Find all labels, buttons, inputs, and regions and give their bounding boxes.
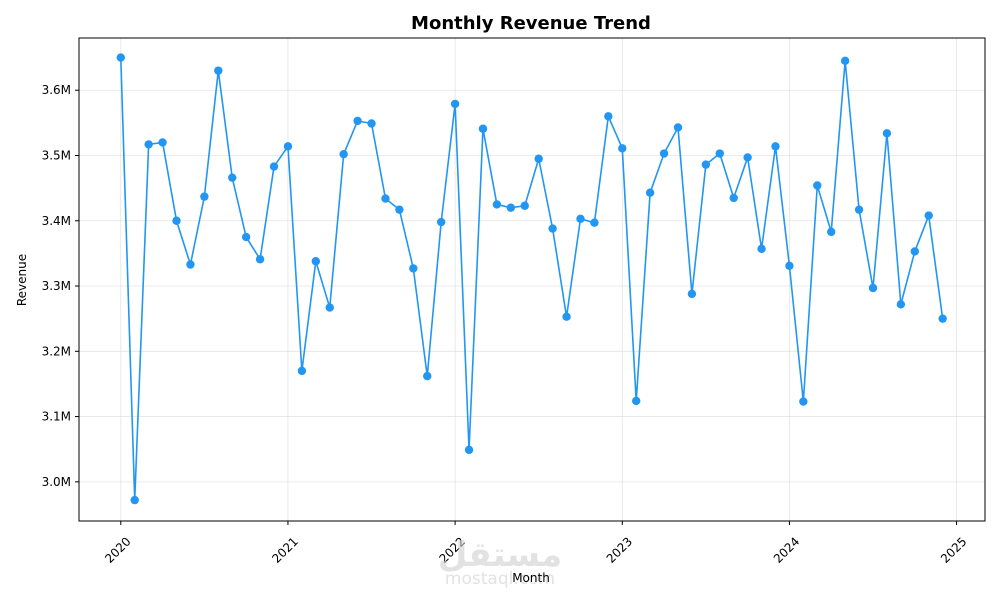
data-point <box>910 247 919 256</box>
data-point <box>297 366 307 376</box>
data-point <box>339 149 348 159</box>
data-point <box>868 283 878 293</box>
data-point <box>576 214 585 223</box>
data-point <box>534 154 543 163</box>
data-point <box>924 211 933 220</box>
y-tick-label: 3.6M <box>42 83 71 97</box>
data-point <box>395 205 404 214</box>
data-point <box>130 495 139 505</box>
watermark-latin: mostaql.com <box>445 569 555 589</box>
data-point <box>367 119 376 128</box>
y-tick-label: 3.3M <box>42 279 71 293</box>
data-point <box>186 260 195 269</box>
y-tick-label: 3.0M <box>42 475 71 489</box>
data-point <box>938 314 947 323</box>
data-point <box>785 261 794 270</box>
x-tick-label: 2020 <box>102 534 133 565</box>
data-point <box>882 129 892 138</box>
data-point <box>492 200 502 209</box>
data-point <box>450 99 460 109</box>
data-point <box>562 312 571 321</box>
data-point <box>604 112 613 121</box>
data-point <box>659 149 669 158</box>
x-tick-label: 2023 <box>604 534 635 565</box>
data-point <box>701 160 711 169</box>
y-tick-label: 3.5M <box>42 148 71 162</box>
data-point <box>269 162 279 171</box>
x-axis-label: Month <box>512 571 550 585</box>
x-tick-label: 2025 <box>938 534 969 565</box>
x-tick-label: 2024 <box>771 534 802 565</box>
data-point <box>116 53 125 62</box>
x-tick-label: 2021 <box>269 534 300 565</box>
data-point <box>325 303 334 312</box>
data-point <box>200 192 209 201</box>
data-point <box>144 140 153 149</box>
data-point <box>353 116 362 126</box>
watermark-arabic: مستقل <box>438 535 562 575</box>
data-point <box>813 181 822 190</box>
y-tick-label: 3.2M <box>42 344 71 358</box>
data-point <box>311 257 321 266</box>
data-point <box>241 232 251 242</box>
data-point <box>771 142 780 151</box>
series-layer <box>116 53 947 505</box>
data-point <box>896 300 906 309</box>
data-point <box>520 201 529 210</box>
data-point <box>548 224 557 233</box>
data-point <box>827 227 836 237</box>
data-point <box>743 153 752 162</box>
data-point <box>645 188 655 197</box>
data-point <box>228 173 237 182</box>
data-point <box>632 396 641 406</box>
data-point <box>255 255 265 264</box>
y-tick-label: 3.1M <box>42 410 71 424</box>
data-point <box>283 142 293 151</box>
data-point <box>464 445 474 455</box>
data-point <box>172 216 181 225</box>
data-point <box>799 397 808 406</box>
data-point <box>506 203 516 212</box>
data-point <box>618 144 627 153</box>
data-point <box>436 217 446 227</box>
data-point <box>590 218 599 227</box>
data-point <box>381 194 390 203</box>
y-axis: 3.0M 3.1M 3.2M 3.3M 3.4M 3.5M 3.6M <box>42 83 79 489</box>
data-point <box>214 66 223 75</box>
chart-title: Monthly Revenue Trend <box>411 13 651 34</box>
y-axis-label: Revenue <box>15 254 29 306</box>
data-point <box>423 371 432 381</box>
data-point <box>409 264 418 273</box>
data-point <box>673 123 683 132</box>
data-point <box>687 289 697 299</box>
data-point <box>729 193 738 203</box>
data-point <box>478 124 488 133</box>
data-point <box>840 56 850 66</box>
plot-frame <box>78 37 986 522</box>
data-point <box>854 205 864 214</box>
data-point <box>715 149 724 158</box>
series-line <box>119 57 944 501</box>
data-point <box>757 244 766 254</box>
watermark: مستقل mostaql.com <box>438 535 562 589</box>
data-point <box>158 138 167 147</box>
y-tick-label: 3.4M <box>42 214 71 228</box>
